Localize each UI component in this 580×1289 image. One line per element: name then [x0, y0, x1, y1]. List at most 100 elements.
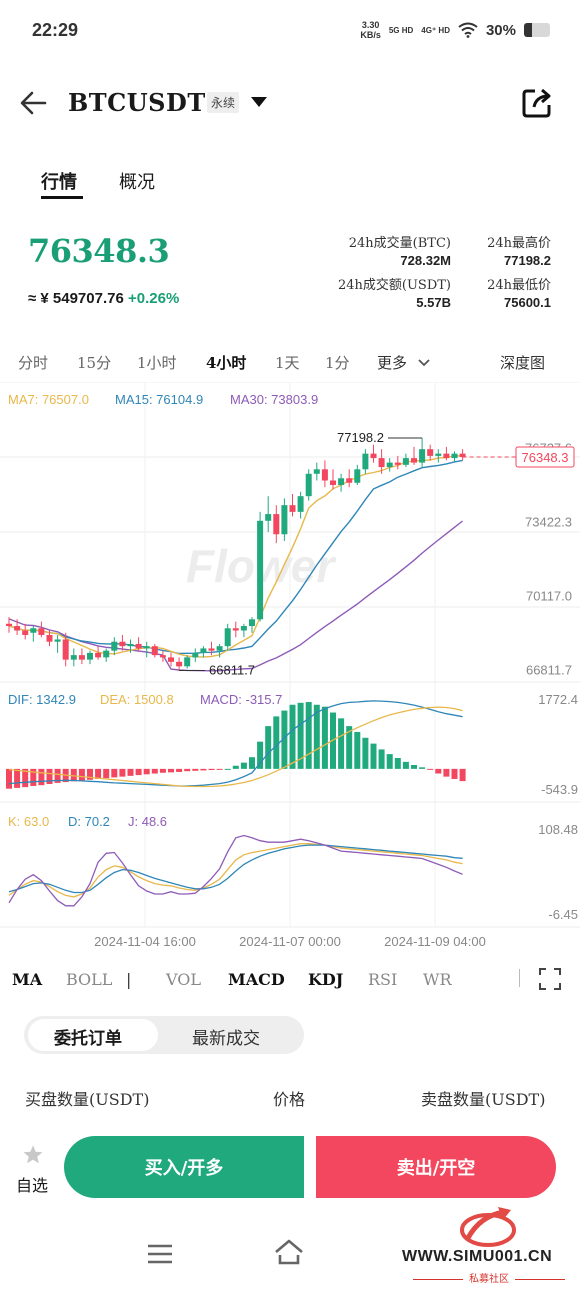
candle-body — [451, 453, 458, 459]
depth-chart-tab[interactable]: 深度图 — [500, 354, 546, 372]
chevron-down-icon[interactable] — [418, 359, 430, 367]
share-icon[interactable] — [521, 87, 553, 119]
macd-bar — [289, 704, 296, 769]
macd-bar — [435, 768, 442, 774]
star-icon[interactable] — [22, 1144, 44, 1166]
timeframe-4h[interactable]: 4小时 — [206, 354, 247, 372]
toolbar-divider — [519, 969, 520, 987]
macd-bar — [281, 710, 288, 769]
candle-body — [38, 628, 45, 635]
watermark-url: WWW.SIMU001.CN — [402, 1248, 553, 1265]
macd-legend: MACD: -315.7 — [200, 692, 282, 707]
indicator-wr[interactable]: WR — [423, 970, 452, 989]
macd-bar — [216, 768, 223, 770]
macd-bar — [135, 768, 142, 776]
tab-overview[interactable]: 概况 — [119, 172, 155, 193]
candle-body — [151, 646, 158, 656]
candle-body — [62, 639, 69, 660]
candle-body — [459, 453, 466, 458]
dea-legend: DEA: 1500.8 — [100, 692, 174, 707]
buy-long-button[interactable]: 买入/开多 — [64, 1136, 304, 1198]
price-tick-label: 66811.7 — [526, 663, 572, 678]
indicator-boll[interactable]: BOLL — [66, 970, 113, 989]
simu-logo — [460, 1207, 516, 1247]
macd-bar — [362, 737, 369, 769]
macd-bar — [87, 768, 93, 780]
ma30-line — [8, 520, 464, 672]
timeframe-15m[interactable]: 15分 — [77, 354, 112, 372]
battery-percent: 30% — [485, 21, 516, 39]
contract-type-badge: 永续 — [207, 92, 240, 113]
kdj-panel: 108.48 -6.45 — [8, 822, 578, 922]
macd-bar — [192, 768, 199, 771]
cny-price: ≈ ¥ 549707.76 — [28, 290, 124, 307]
macd-bar — [14, 768, 21, 788]
home-icon[interactable] — [273, 1238, 305, 1266]
candle-body — [313, 469, 320, 474]
macd-bar — [459, 768, 466, 782]
chart-grid — [0, 382, 580, 928]
timeframe-more[interactable]: 更多 — [377, 354, 408, 372]
pair-symbol[interactable]: BTCUSDT — [68, 88, 206, 117]
cny-price-line: ≈ ¥ 549707.76 +0.26% — [28, 290, 179, 307]
macd-bar — [297, 702, 304, 769]
menu-icon[interactable] — [146, 1242, 174, 1266]
macd-bar — [354, 731, 361, 769]
sell-short-button[interactable]: 卖出/开空 — [316, 1136, 556, 1198]
timeframe-1h[interactable]: 1小时 — [137, 354, 177, 372]
tab-latest-trades[interactable]: 最新成交 — [192, 1029, 260, 1049]
bid-qty-header: 买盘数量(USDT) — [25, 1090, 150, 1109]
timeframe-line[interactable]: 分时 — [18, 354, 49, 372]
ma7-line — [8, 455, 463, 658]
macd-bar — [54, 768, 61, 783]
k-legend: K: 63.0 — [8, 814, 49, 829]
d-legend: D: 70.2 — [68, 814, 110, 829]
candle-body — [443, 453, 450, 459]
macd-bar — [443, 768, 450, 777]
macd-bar — [6, 768, 12, 789]
network-speed: 3.30 KB/s — [360, 20, 381, 40]
candle-body — [232, 628, 239, 631]
candle-body — [184, 657, 191, 667]
dea-line — [8, 706, 463, 788]
fullscreen-icon[interactable] — [538, 967, 562, 991]
indicator-kdj[interactable]: KDJ — [308, 970, 344, 989]
indicator-vol[interactable]: VOL — [166, 970, 202, 989]
macd-bar — [305, 702, 312, 769]
macd-bar — [273, 716, 280, 769]
high-marker-label: 77198.2 — [337, 430, 384, 445]
indicator-ma[interactable]: MA — [12, 970, 43, 989]
candle-body — [346, 478, 353, 483]
candle-body — [70, 655, 77, 660]
candle-body — [394, 462, 401, 465]
time-axis: 2024-11-04 16:00 2024-11-07 00:00 2024-11-… — [94, 934, 486, 949]
arrow-left-icon[interactable] — [18, 88, 48, 118]
macd-bar — [386, 754, 393, 769]
timeframe-1d[interactable]: 1天 — [275, 354, 300, 372]
candle-body — [289, 505, 296, 512]
high-low-markers: 77198.2 66811.7 76348.3 — [179, 430, 575, 678]
watermark-rule-right — [515, 1278, 565, 1280]
macd-bar — [46, 768, 53, 785]
macd-bar — [232, 765, 239, 769]
indicator-macd[interactable]: MACD — [228, 970, 285, 989]
indicator-rsi[interactable]: RSI — [368, 970, 398, 989]
battery-icon — [524, 23, 550, 37]
macd-bar — [265, 726, 272, 769]
tab-market[interactable]: 行情 — [41, 172, 77, 193]
candle-body — [362, 453, 369, 470]
candle-body — [95, 652, 102, 658]
tab-open-orders[interactable]: 委托订单 — [54, 1029, 122, 1049]
favorite-label[interactable]: 自选 — [16, 1176, 49, 1195]
candle-body — [249, 619, 255, 627]
caret-down-icon[interactable] — [250, 96, 268, 108]
candle-body — [30, 628, 37, 633]
candle-body — [427, 449, 434, 456]
macd-bar — [240, 762, 247, 769]
candle-body — [419, 449, 426, 463]
candle-body — [273, 514, 280, 535]
timeframe-1m[interactable]: 1分 — [325, 354, 350, 372]
d-line — [8, 844, 463, 894]
tab-underline — [41, 196, 83, 199]
